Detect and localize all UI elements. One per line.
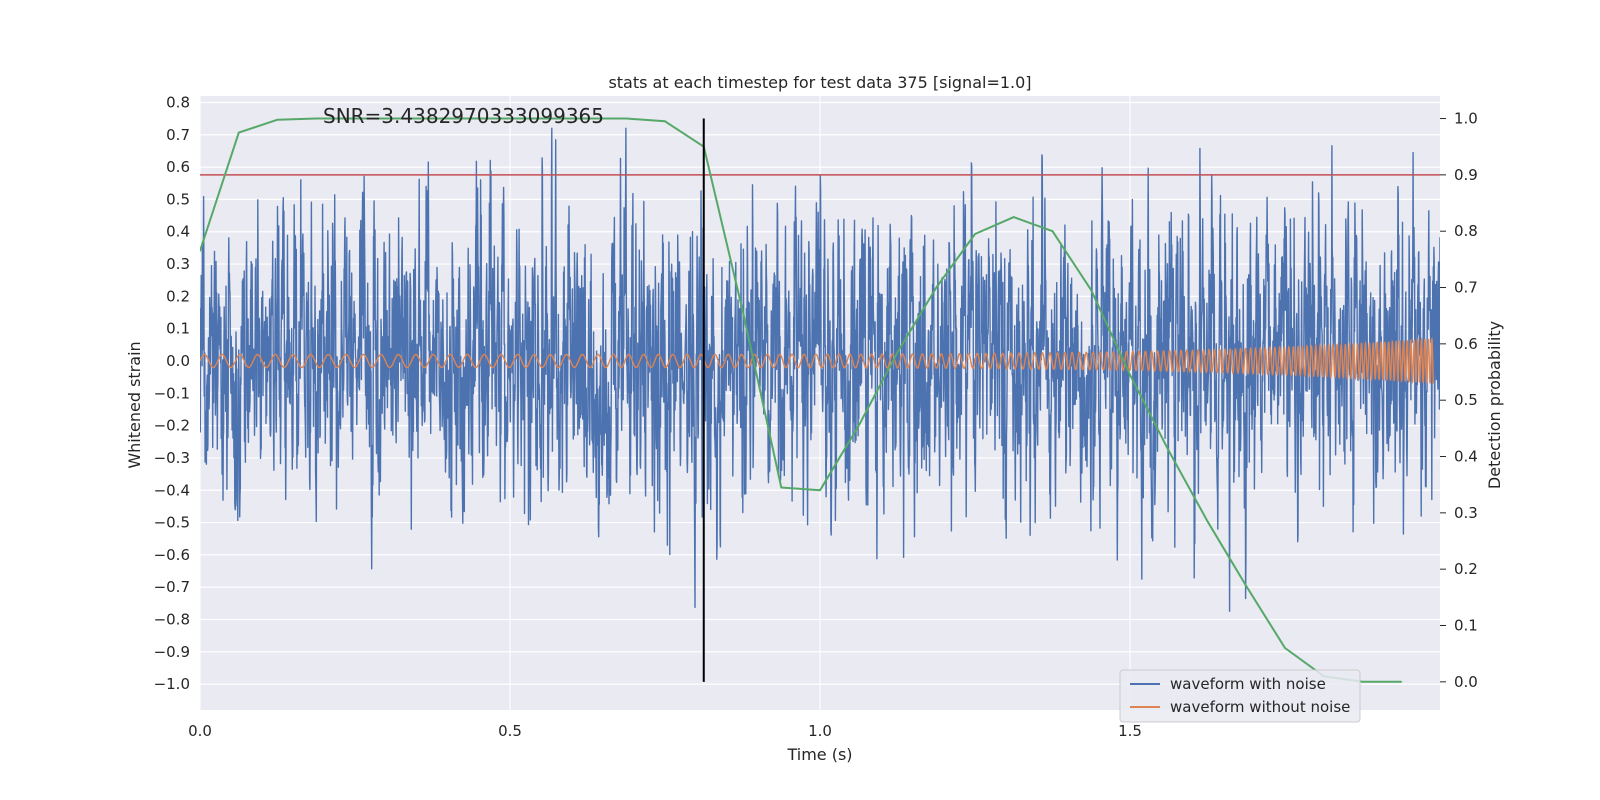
detection-point xyxy=(1400,681,1403,683)
detection-point xyxy=(1284,647,1286,649)
y2-tick-label: 0.0 xyxy=(1454,673,1478,691)
legend-label-waveform-without-noise: waveform without noise xyxy=(1170,698,1350,716)
detection-point xyxy=(1129,374,1131,376)
legend-label-waveform-with-noise: waveform with noise xyxy=(1170,675,1326,693)
x-tick-label: 1.5 xyxy=(1118,722,1142,740)
series-layer xyxy=(200,117,1440,683)
legend-box xyxy=(1119,669,1361,723)
series-line-detection-probability xyxy=(200,117,1402,683)
y-tick-label: −0.5 xyxy=(154,514,190,532)
series-line-waveform-without-noise xyxy=(200,336,1435,385)
detection-point xyxy=(857,424,860,427)
detection-point xyxy=(586,117,589,120)
detection-point xyxy=(625,117,628,120)
x-tick-label: 1.0 xyxy=(808,722,832,740)
detection-point xyxy=(935,286,938,289)
detection-point xyxy=(819,489,821,492)
y-tick-label: −1.0 xyxy=(154,675,190,693)
x-tick-label: 0.0 xyxy=(188,722,212,740)
y-tick-label: 0.7 xyxy=(166,126,190,144)
detection-point xyxy=(392,117,395,120)
y2-tick-label: 0.1 xyxy=(1454,617,1478,635)
detection-point xyxy=(470,117,473,120)
x-tick-label: 0.5 xyxy=(498,722,522,740)
y2-tick-label: 0.6 xyxy=(1454,335,1478,353)
y-axis-label: Whitened strain xyxy=(125,341,144,468)
detection-point xyxy=(741,309,744,311)
detection-point xyxy=(354,117,356,120)
detection-point xyxy=(1245,585,1248,587)
detection-point xyxy=(200,250,201,252)
detection-point xyxy=(237,131,240,134)
y2-tick-label: 0.5 xyxy=(1454,391,1478,409)
y-tick-label: −0.8 xyxy=(154,611,190,629)
detection-point xyxy=(1167,450,1170,452)
y-tick-label: 0.4 xyxy=(166,223,190,241)
y2-tick-label: 0.8 xyxy=(1454,222,1478,240)
y-tick-label: −0.9 xyxy=(154,643,190,661)
y-tick-label: −0.1 xyxy=(154,384,190,402)
y2-tick-label: 0.7 xyxy=(1454,279,1478,297)
detection-point xyxy=(547,117,550,120)
y-tick-label: 0.2 xyxy=(166,287,190,305)
y-tick-label: −0.3 xyxy=(154,449,190,467)
y-tick-label: −0.7 xyxy=(154,578,190,596)
legend: waveform with noise waveform without noi… xyxy=(1119,669,1361,723)
y2-tick-label: 0.3 xyxy=(1454,504,1478,522)
snr-annotation: SNR=3.4382970333099365 xyxy=(323,104,604,128)
series-line-waveform-with-noise xyxy=(200,127,1440,612)
y2-axis-label: Detection probability xyxy=(1485,321,1504,489)
x-axis-label: Time (s) xyxy=(786,745,852,764)
y-tick-label: 0.3 xyxy=(166,255,190,273)
y2-tick-label: 0.4 xyxy=(1454,448,1478,466)
detection-point xyxy=(780,486,783,489)
y2-tick-label: 1.0 xyxy=(1454,110,1478,128)
detection-point xyxy=(315,117,318,120)
tick-labels: 0.0 0.5 1.0 1.5 0.8 0.7 0.6 0.5 0.4 0.3 0.2 0.1 0.0 −… xyxy=(154,93,1478,740)
detection-point xyxy=(431,117,434,120)
y-tick-label: 0.0 xyxy=(166,352,190,370)
detection-point xyxy=(1012,216,1015,218)
detection-point xyxy=(509,117,511,120)
detection-point xyxy=(974,233,976,235)
y-tick-label: 0.6 xyxy=(166,158,190,176)
y-tick-label: 0.5 xyxy=(166,190,190,208)
y-tick-label: −0.4 xyxy=(154,481,190,499)
detection-point xyxy=(1361,681,1364,683)
detection-point xyxy=(1090,289,1093,292)
detection-point xyxy=(1206,520,1209,523)
detection-point xyxy=(276,118,279,121)
y-tick-label: −0.2 xyxy=(154,417,190,435)
y-tick-label: 0.8 xyxy=(166,93,190,111)
detection-point xyxy=(664,120,666,123)
detection-point xyxy=(1051,230,1054,232)
y2-tick-label: 0.9 xyxy=(1454,166,1478,184)
chart-title: stats at each timestep for test data 375… xyxy=(608,73,1031,92)
y2-tick-label: 0.2 xyxy=(1454,560,1478,578)
y-tick-label: −0.6 xyxy=(154,546,190,564)
y-tick-label: 0.1 xyxy=(166,320,190,338)
detection-point xyxy=(896,351,899,354)
